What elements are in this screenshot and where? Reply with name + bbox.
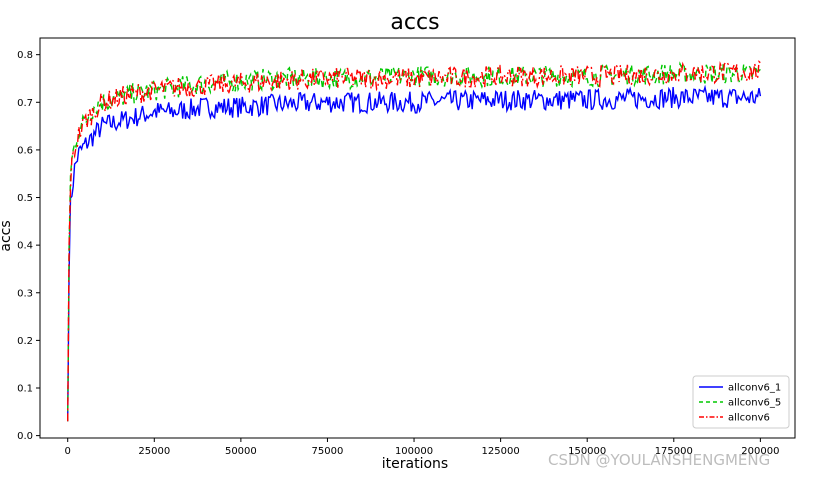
x-tick-label: 200000 bbox=[741, 446, 779, 457]
x-tick-label: 75000 bbox=[312, 446, 344, 457]
legend: allconv6_1 allconv6_5 allconv6 bbox=[692, 375, 790, 429]
plot-frame bbox=[39, 37, 796, 439]
y-tick-label: 0.2 bbox=[17, 336, 33, 347]
x-tick-label: 50000 bbox=[225, 446, 257, 457]
y-tick-label: 0.6 bbox=[17, 145, 33, 156]
series-layer bbox=[67, 60, 762, 422]
y-tick-label: 0.5 bbox=[17, 193, 33, 204]
series-line-allconv6_5 bbox=[67, 61, 761, 422]
chart-title: accs bbox=[390, 10, 439, 35]
x-axis-label: iterations bbox=[382, 456, 448, 472]
series-line-allconv6_1 bbox=[67, 84, 762, 422]
y-axis-label: accs bbox=[0, 220, 14, 251]
series-line-allconv6 bbox=[67, 60, 761, 422]
y-tick-label: 0.3 bbox=[17, 288, 33, 299]
x-tick-label: 25000 bbox=[138, 446, 170, 457]
x-tick-label: 100000 bbox=[395, 446, 433, 457]
legend-label: allconv6_1 bbox=[728, 383, 781, 394]
legend-label: allconv6_5 bbox=[728, 398, 781, 409]
watermark: CSDN @YOULANSHENGMENG bbox=[548, 451, 771, 469]
y-axis: 0.0 0.1 0.2 0.3 0.4 0.5 0.6 0.7 0.8 bbox=[17, 50, 40, 442]
x-tick-label: 150000 bbox=[568, 446, 606, 457]
x-axis: 0 25000 50000 75000 100000 125000 150000 175000… bbox=[65, 438, 779, 457]
x-tick-label: 125000 bbox=[482, 446, 520, 457]
y-tick-label: 0.8 bbox=[17, 50, 33, 61]
x-tick-label: 0 bbox=[65, 446, 71, 457]
y-tick-label: 0.4 bbox=[17, 241, 33, 252]
legend-label: allconv6 bbox=[728, 413, 770, 424]
y-tick-label: 0.7 bbox=[17, 98, 33, 109]
y-tick-label: 0.1 bbox=[17, 384, 33, 395]
x-tick-label: 175000 bbox=[655, 446, 693, 457]
legend-box bbox=[692, 375, 790, 429]
y-tick-label: 0.0 bbox=[17, 431, 33, 442]
